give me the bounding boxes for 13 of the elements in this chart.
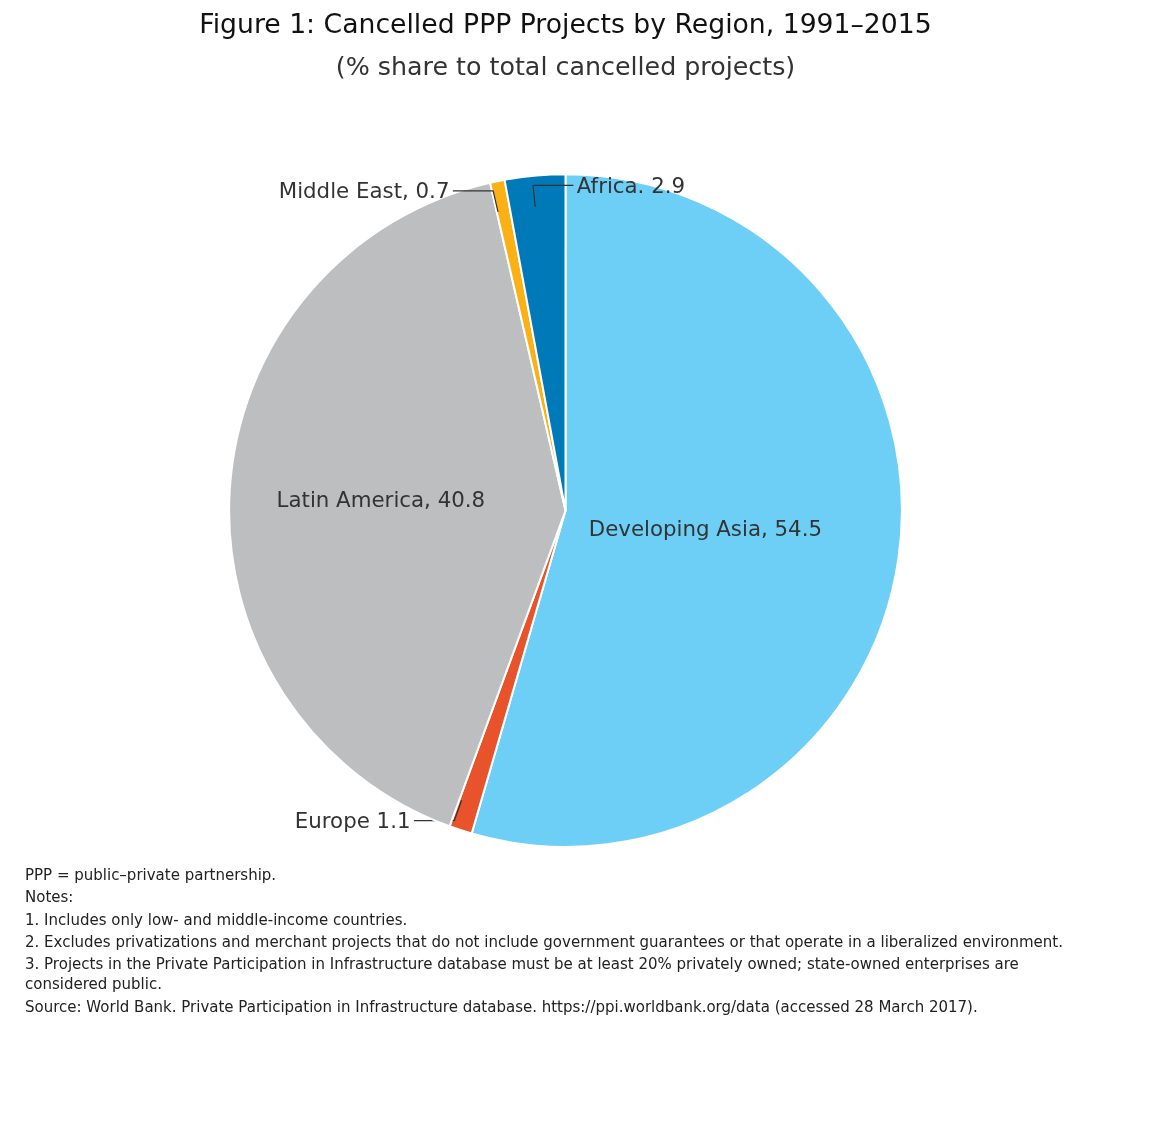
- slice-label: Developing Asia, 54.5: [588, 516, 823, 542]
- text: 3. Projects in the Private Participation in Infrastructure database must be at least 20% privately owned; state-owned enterprises are considered public.: [25, 954, 1020, 995]
- slice-label: Europe 1.1: [294, 808, 411, 834]
- text: 2. Excludes privatizations and merchant projects that do not include government guarantees or that operate in a liberalized environment.: [25, 931, 1064, 952]
- text: 1. Includes only low- and middle-income countries.: [25, 909, 409, 930]
- chart-title: Figure 1: Cancelled PPP Projects by Region, 1991–2015: [199, 7, 932, 39]
- text: Notes:: [25, 887, 75, 908]
- chart-subtitle: (% share to total cancelled projects): [335, 50, 796, 81]
- slice-label: Africa. 2.9: [576, 172, 686, 198]
- slice-label: Latin America, 40.8: [276, 487, 486, 513]
- source-note: Source: World Bank. Private Participation in Infrastructure database. https://ppi.worldbank.org/data (accessed 28 March 2017).: [25, 996, 979, 1017]
- slice-label: Middle East, 0.7: [278, 178, 450, 204]
- text: PPP = public–private partnership.: [25, 865, 278, 886]
